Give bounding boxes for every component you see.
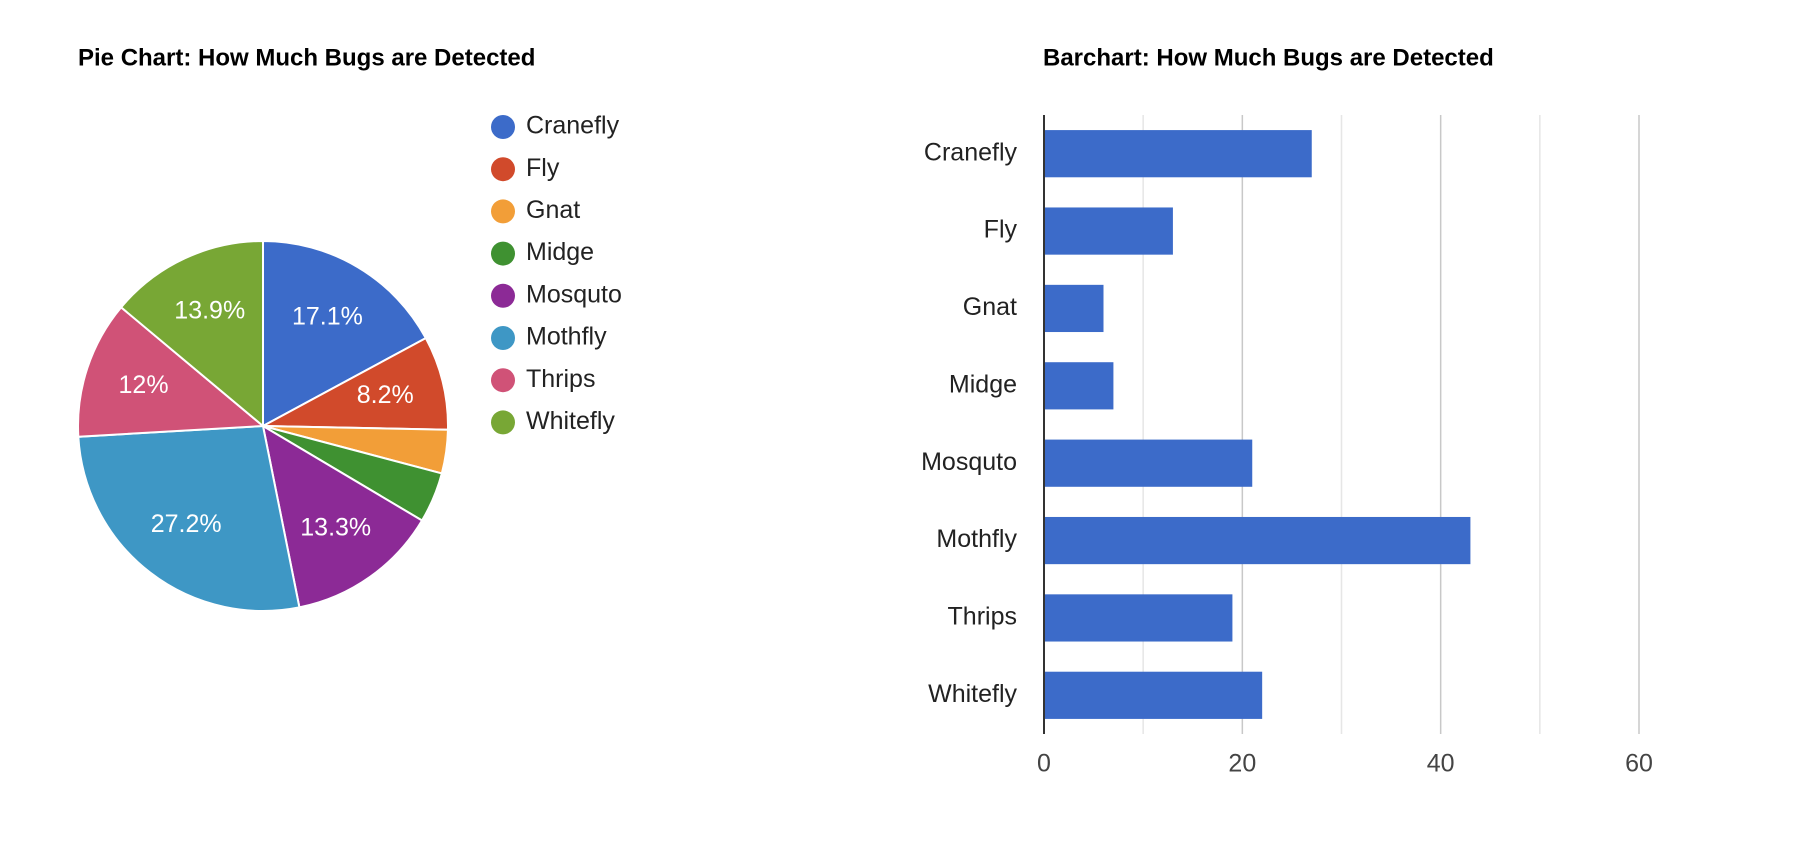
legend-label: Mothfly xyxy=(526,323,607,351)
bar-title: Barchart: How Much Bugs are Detected xyxy=(1043,44,1494,71)
bar xyxy=(1044,130,1312,178)
legend-label: Cranefly xyxy=(526,112,620,140)
x-tick-label: 60 xyxy=(1625,750,1653,778)
pie-title: Pie Chart: How Much Bugs are Detected xyxy=(78,44,535,71)
pie-slice xyxy=(261,423,424,609)
bar xyxy=(1044,207,1173,255)
legend-swatch xyxy=(491,283,515,308)
legend-swatch xyxy=(491,368,515,393)
legend-label: Thrips xyxy=(526,365,595,393)
y-tick-label: Mothfly xyxy=(936,525,1017,553)
legend-label: Fly xyxy=(526,154,560,182)
slice-label: 17.1% xyxy=(292,303,363,331)
y-tick-label: Mosquto xyxy=(921,448,1017,476)
y-tick-label: Midge xyxy=(949,370,1017,398)
legend-swatch xyxy=(491,199,515,224)
bar xyxy=(1044,671,1263,719)
legend-swatch xyxy=(491,410,515,435)
legend-label: Gnat xyxy=(526,196,580,224)
legend-label: Midge xyxy=(526,238,594,266)
slice-label: 8.2% xyxy=(357,381,414,409)
slice-label: 27.2% xyxy=(151,510,222,538)
x-tick-label: 0 xyxy=(1037,750,1051,778)
slice-label: 12% xyxy=(119,371,169,399)
legend-label: Mosquto xyxy=(526,280,622,308)
legend-swatch xyxy=(491,241,515,266)
y-tick-label: Fly xyxy=(984,216,1018,244)
legend-swatch xyxy=(491,157,515,182)
y-tick-label: Thrips xyxy=(948,603,1017,631)
bar xyxy=(1044,516,1471,565)
slice-label: 13.9% xyxy=(174,297,245,325)
slice-label: 13.3% xyxy=(300,513,371,541)
bar xyxy=(1044,362,1114,410)
bar xyxy=(1044,284,1104,333)
pie-slice xyxy=(262,239,428,428)
pie-slice xyxy=(77,305,266,438)
legend-swatch xyxy=(491,115,515,139)
x-tick-label: 20 xyxy=(1228,750,1256,778)
legend-swatch xyxy=(491,326,515,350)
y-tick-label: Whitefly xyxy=(928,680,1017,708)
bar xyxy=(1044,439,1253,487)
pie-slice xyxy=(259,336,449,431)
bar xyxy=(1044,594,1233,642)
y-tick-label: Cranefly xyxy=(924,138,1018,166)
x-tick-label: 40 xyxy=(1427,750,1455,778)
legend-label: Whitefly xyxy=(526,407,615,435)
pie-slice xyxy=(119,239,264,429)
pie-slice xyxy=(77,424,301,612)
y-tick-label: Gnat xyxy=(963,293,1017,321)
